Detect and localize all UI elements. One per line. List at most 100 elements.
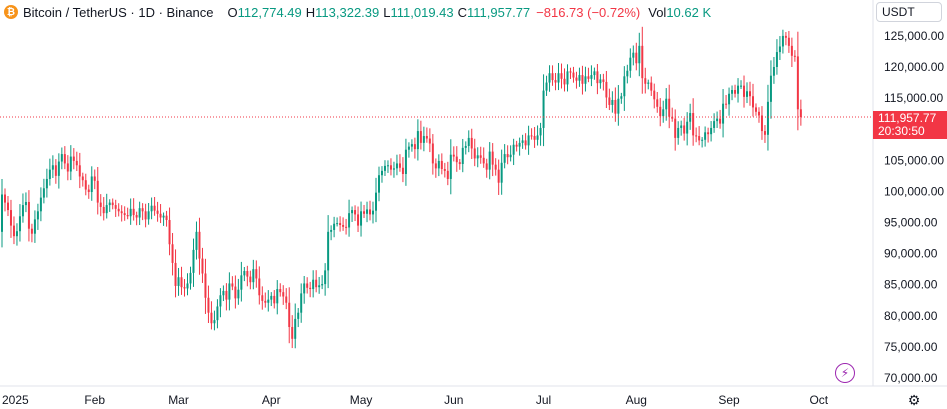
candle-body <box>36 211 39 220</box>
plot-area[interactable] <box>0 0 873 386</box>
candle-body <box>15 231 18 237</box>
candle-body <box>757 111 760 116</box>
candle-body <box>569 71 572 73</box>
candle-body <box>557 73 560 83</box>
candle-body <box>180 277 183 288</box>
price-tick-label: 75,000.00 <box>884 340 938 354</box>
candle-body <box>168 220 171 245</box>
high-value: 113,322.39 <box>315 4 380 20</box>
candle-body <box>763 131 766 135</box>
candle-body <box>593 71 596 76</box>
candle-body <box>306 283 309 288</box>
candle-body <box>123 213 126 216</box>
candle-body <box>662 109 665 117</box>
candle-body <box>207 297 210 313</box>
candle-body <box>683 125 686 134</box>
candle-body <box>288 302 291 327</box>
candle-body <box>659 106 662 117</box>
candle-body <box>291 326 294 339</box>
candle-body <box>117 208 120 212</box>
candle-body <box>410 144 413 147</box>
candle-body <box>701 139 704 141</box>
candle-body <box>75 160 78 166</box>
candle-body <box>751 96 754 108</box>
candle-body <box>799 109 802 118</box>
candle-body <box>602 79 605 82</box>
candle-body <box>96 180 99 203</box>
candle-body <box>228 283 231 300</box>
candle-body <box>458 162 461 165</box>
candle-body <box>261 295 264 301</box>
candle-body <box>246 271 249 277</box>
candle-body <box>760 115 763 132</box>
candle-body <box>189 272 192 284</box>
candle-body <box>428 138 431 144</box>
candle-body <box>512 144 515 155</box>
candle-body <box>506 154 509 158</box>
candle-body <box>336 223 339 225</box>
candle-body <box>108 202 111 206</box>
candle-body <box>63 154 66 164</box>
candle-body <box>132 208 135 216</box>
candle-body <box>213 320 216 324</box>
gear-icon[interactable]: ⚙ <box>907 391 921 408</box>
candle-body <box>348 213 351 228</box>
candle-body <box>18 216 21 232</box>
candle-body <box>446 170 449 179</box>
candle-body <box>515 144 518 147</box>
candle-body <box>300 293 303 313</box>
candle-body <box>497 169 500 183</box>
candle-body <box>599 79 602 84</box>
time-axis[interactable]: 2025 Feb Mar Apr May Jun Jul Aug Sep Oct <box>2 393 829 407</box>
candle-body <box>680 125 683 128</box>
candle-body <box>114 205 117 209</box>
candle-body <box>9 210 12 226</box>
price-axis[interactable]: 125,000.00120,000.00115,000.00110,000.00… <box>884 29 944 385</box>
candle-body <box>267 299 270 303</box>
candle-body <box>105 205 108 214</box>
candle-body <box>66 163 69 172</box>
candle-body <box>369 209 372 215</box>
candle-body <box>33 219 36 234</box>
candle-body <box>647 82 650 84</box>
candle-body <box>177 277 180 286</box>
candle-body <box>162 215 165 218</box>
candle-body <box>354 210 357 215</box>
candle-body <box>734 90 737 94</box>
candle-body <box>255 269 258 279</box>
candle-body <box>270 295 273 300</box>
candle-body <box>398 163 401 168</box>
candle-body <box>54 165 57 176</box>
candle-body <box>330 229 333 232</box>
candle-body <box>234 286 237 299</box>
candle-body <box>351 210 354 214</box>
candle-body <box>210 312 213 324</box>
time-tick-label: Oct <box>809 393 828 407</box>
candle-body <box>216 306 219 321</box>
candle-body <box>476 155 479 159</box>
candle-body <box>772 67 775 76</box>
lightning-icon[interactable]: ⚡ <box>835 363 855 383</box>
close-value: 111,957.77 <box>467 4 531 20</box>
candle-body <box>704 132 707 140</box>
candle-body <box>279 289 282 293</box>
candle-body <box>494 164 497 170</box>
candle-body <box>542 90 545 128</box>
candle-body <box>728 93 731 105</box>
candle-body <box>707 132 710 135</box>
candle-body <box>737 85 740 94</box>
candle-body <box>186 283 189 289</box>
candle-body <box>587 76 590 79</box>
low-value: 111,019.43 <box>390 4 454 20</box>
candle-body <box>635 52 638 64</box>
open-value: 112,774.49 <box>237 4 302 20</box>
candle-body <box>781 35 784 47</box>
candle-body <box>285 296 288 303</box>
currency-selector[interactable]: USDT <box>876 2 942 22</box>
candle-body <box>380 170 383 176</box>
candle-body <box>754 107 757 112</box>
candle-body <box>470 137 473 149</box>
candle-body <box>632 52 635 58</box>
symbol-title[interactable]: Bitcoin / TetherUS · 1D · Binance <box>23 4 214 20</box>
